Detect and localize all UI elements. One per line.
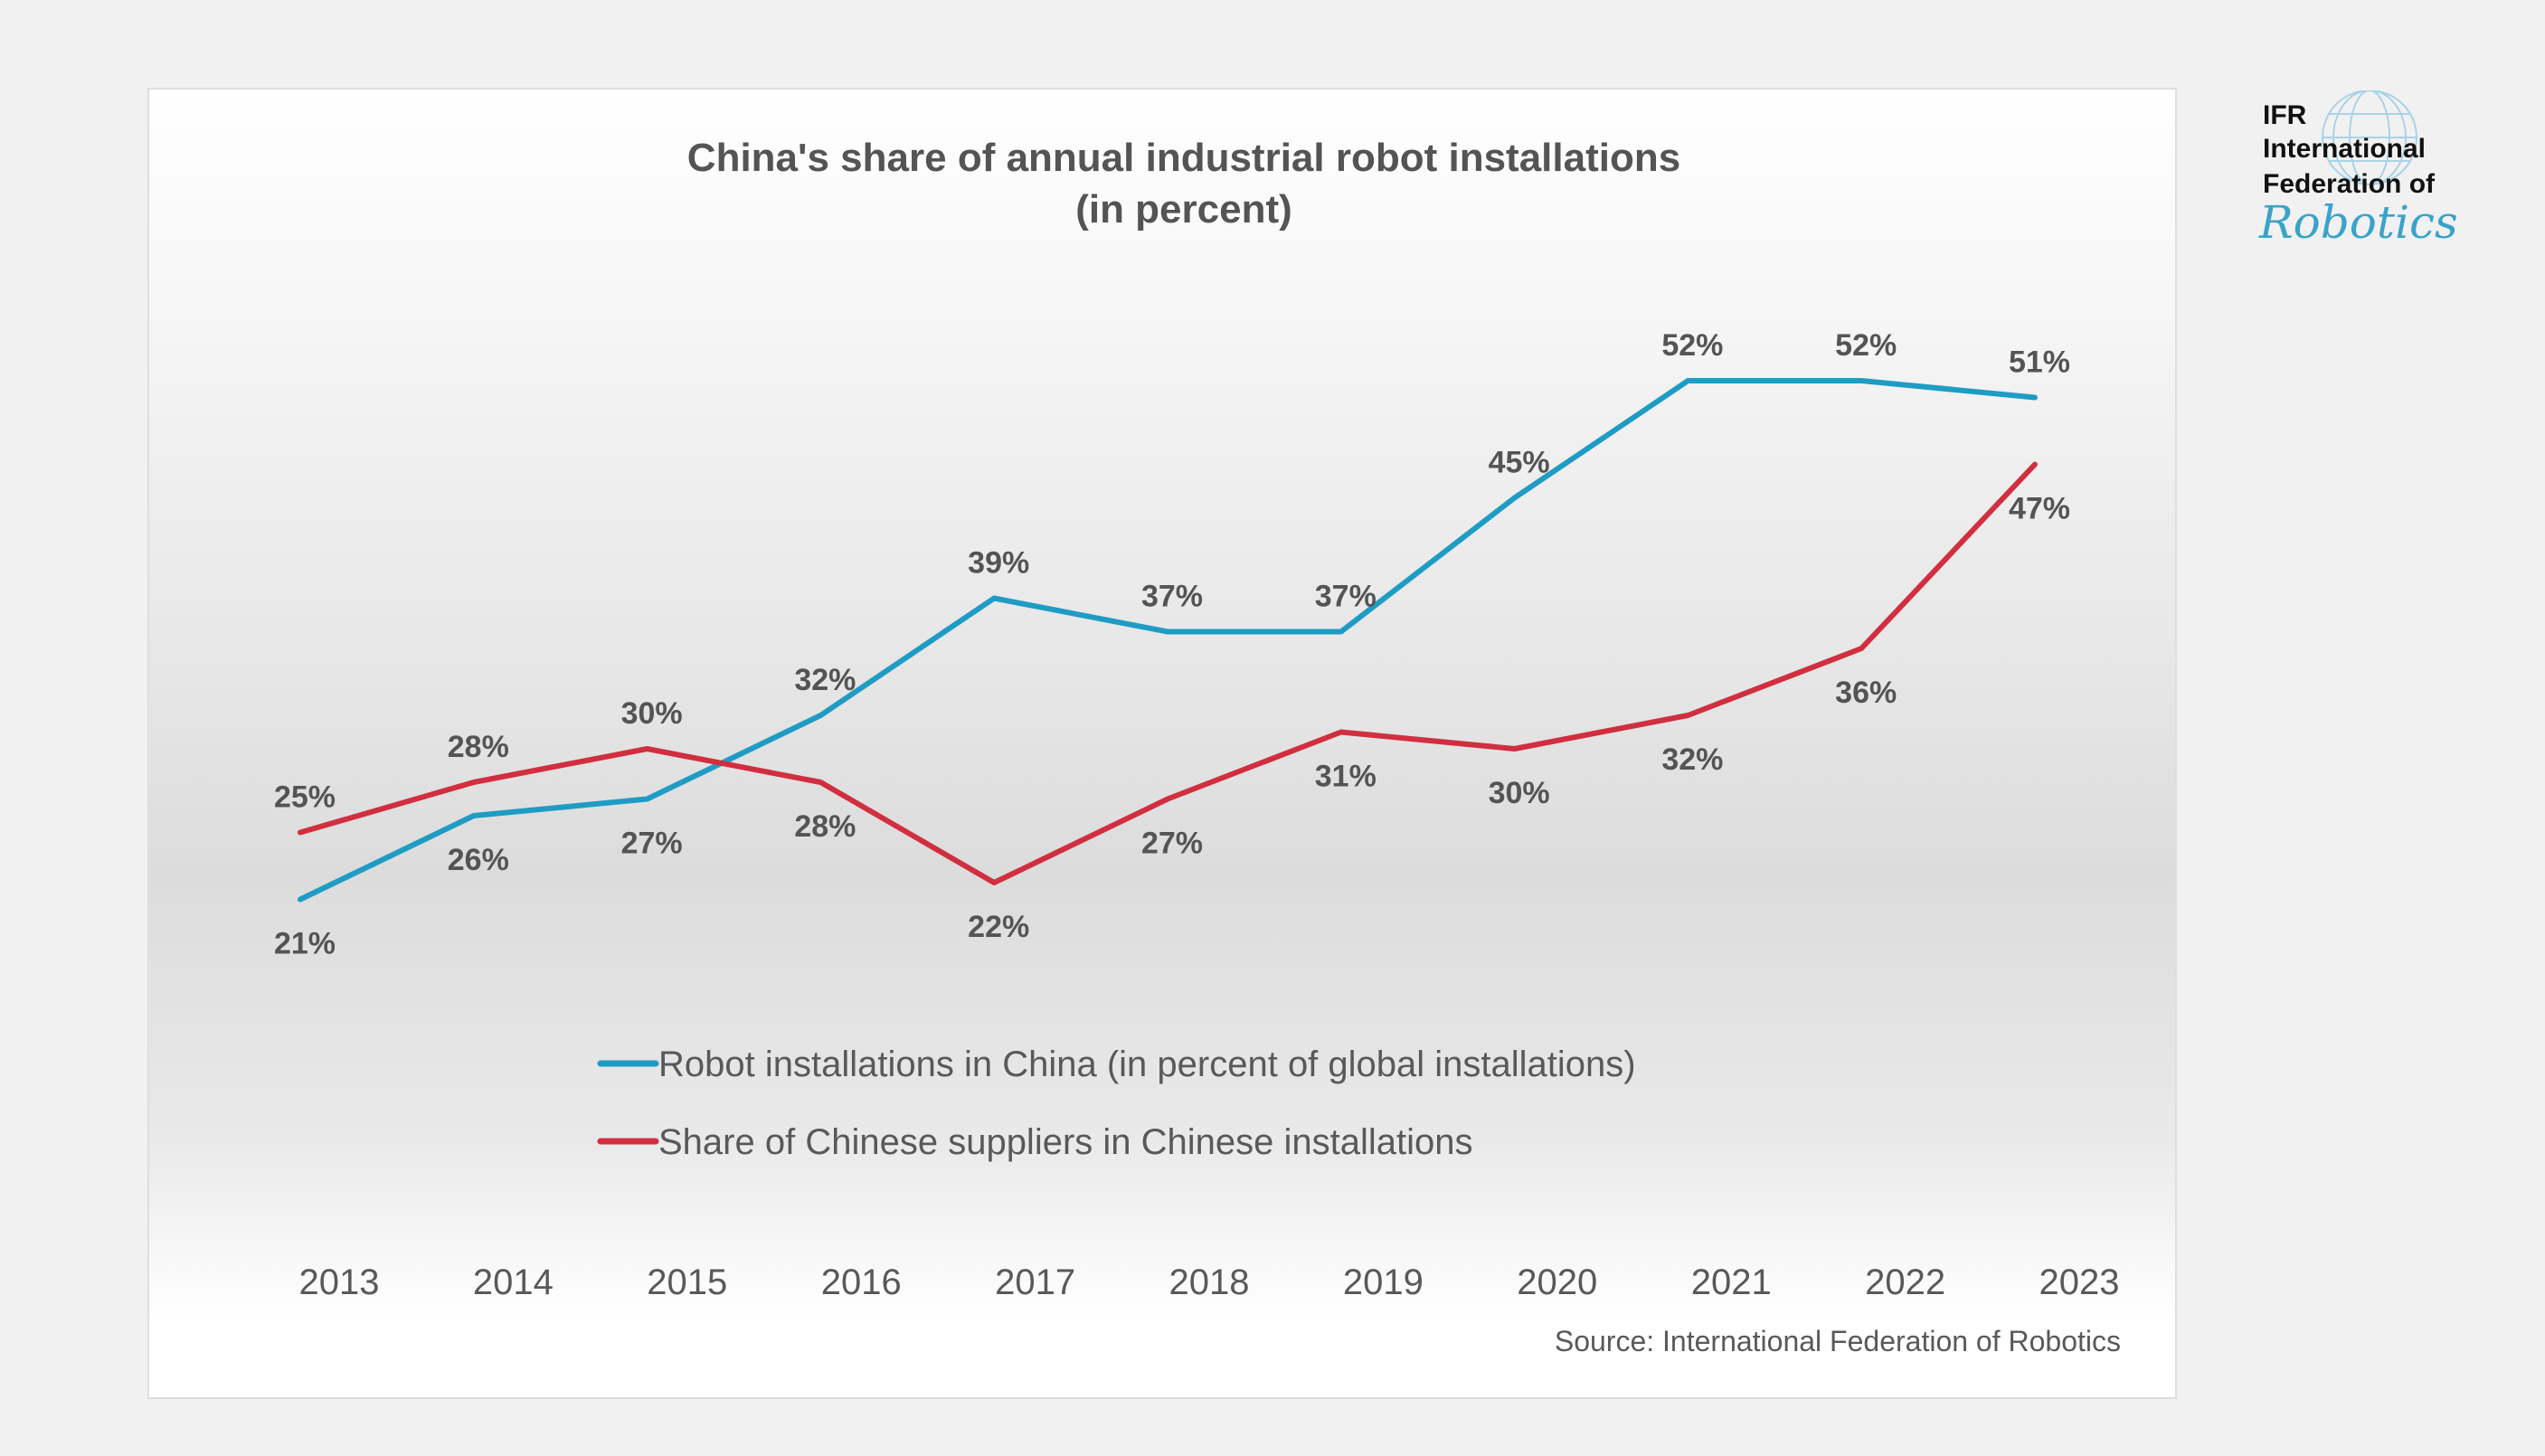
data-label-suppliers-2017: 22% xyxy=(968,910,1029,944)
data-label-suppliers-2020: 30% xyxy=(1489,776,1550,810)
data-label-suppliers-2013: 25% xyxy=(274,780,336,815)
x-tick-2021: 2021 xyxy=(1691,1262,1772,1302)
data-label-suppliers-2015: 30% xyxy=(621,696,683,731)
x-tick-2015: 2015 xyxy=(647,1262,727,1302)
data-label-installations-2015: 27% xyxy=(621,827,683,861)
series-layer xyxy=(298,378,2038,903)
legend-label-suppliers: Share of Chinese suppliers in Chinese in… xyxy=(658,1122,1473,1162)
chart-title: China's share of annual industrial robot… xyxy=(687,136,1680,180)
globe-icon xyxy=(2322,90,2417,185)
data-label-suppliers-2016: 28% xyxy=(794,809,856,844)
series-line-installations xyxy=(298,378,2038,903)
x-tick-2014: 2014 xyxy=(473,1262,553,1302)
data-label-installations-2022: 52% xyxy=(1835,328,1897,363)
data-label-suppliers-2014: 28% xyxy=(448,730,509,764)
logo-international: International xyxy=(2263,134,2426,164)
data-label-suppliers-2022: 36% xyxy=(1835,676,1897,710)
legend-item-suppliers[interactable]: Share of Chinese suppliers in Chinese in… xyxy=(597,1122,1473,1162)
x-tick-2022: 2022 xyxy=(1865,1262,1945,1302)
x-tick-2019: 2019 xyxy=(1343,1262,1424,1302)
data-label-installations-2019: 37% xyxy=(1315,580,1377,614)
chart-panel: China's share of annual industrial robot… xyxy=(147,88,2177,1399)
data-label-installations-2020: 45% xyxy=(1489,446,1550,480)
x-tick-2016: 2016 xyxy=(821,1262,902,1302)
data-label-installations-2023: 51% xyxy=(2009,345,2070,380)
logo-ifr: IFR xyxy=(2263,100,2307,130)
logo-robotics-script: Robotics xyxy=(2258,196,2458,249)
legend-item-installations[interactable]: Robot installations in China (in percent… xyxy=(597,1045,1636,1084)
line-chart: China's share of annual industrial robot… xyxy=(274,136,2121,1357)
logo-federation-of: Federation of xyxy=(2263,169,2436,199)
x-tick-2020: 2020 xyxy=(1517,1262,1597,1302)
x-tick-2018: 2018 xyxy=(1169,1262,1250,1302)
data-label-installations-2013: 21% xyxy=(274,927,336,961)
legend: Robot installations in China (in percent… xyxy=(597,1045,1636,1162)
series-line-suppliers xyxy=(298,461,2038,885)
data-label-suppliers-2019: 31% xyxy=(1315,760,1377,794)
x-tick-2023: 2023 xyxy=(2039,1262,2120,1302)
data-label-suppliers-2021: 32% xyxy=(1661,742,1723,777)
ifr-logo: IFR International Federation of Robotics xyxy=(2258,90,2458,249)
data-label-suppliers-2018: 27% xyxy=(1141,827,1203,861)
legend-label-installations: Robot installations in China (in percent… xyxy=(658,1045,1636,1084)
source-note: Source: International Federation of Robo… xyxy=(1555,1325,2121,1357)
data-label-installations-2017: 39% xyxy=(968,546,1029,581)
data-label-installations-2016: 32% xyxy=(794,663,856,697)
x-axis-ticks: 2013 2014 2015 2016 2017 2018 2019 2020 2021 2022… xyxy=(299,1262,2120,1302)
data-label-installations-2014: 26% xyxy=(448,843,509,877)
x-tick-2013: 2013 xyxy=(299,1262,380,1302)
data-label-installations-2021: 52% xyxy=(1661,328,1723,363)
chart-subtitle: (in percent) xyxy=(1075,187,1292,232)
x-tick-2017: 2017 xyxy=(995,1262,1075,1302)
data-label-suppliers-2023: 47% xyxy=(2009,492,2070,526)
data-label-layer: 21% 26% 27% 32% 39% 37% 37% 45% 52% 52% 51% 25% 28% 3… xyxy=(274,328,2070,961)
data-label-installations-2018: 37% xyxy=(1141,580,1203,614)
